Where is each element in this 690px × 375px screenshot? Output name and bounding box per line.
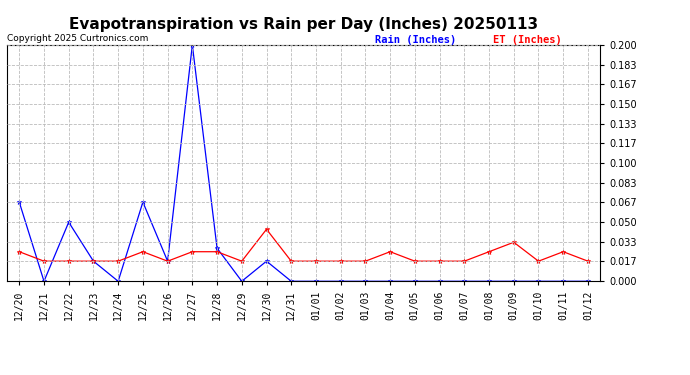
Text: Evapotranspiration vs Rain per Day (Inches) 20250113: Evapotranspiration vs Rain per Day (Inch… <box>69 17 538 32</box>
Text: Copyright 2025 Curtronics.com: Copyright 2025 Curtronics.com <box>7 34 148 43</box>
Text: Rain (Inches): Rain (Inches) <box>375 35 456 45</box>
Text: ET (Inches): ET (Inches) <box>493 35 562 45</box>
